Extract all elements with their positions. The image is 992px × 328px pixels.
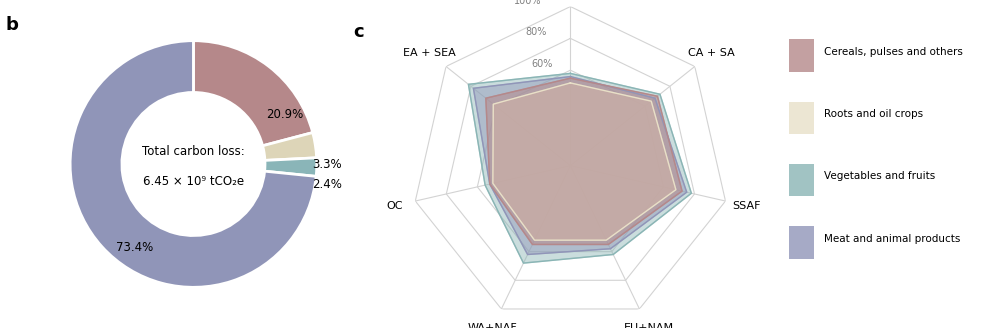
Text: Total carbon loss:: Total carbon loss: — [142, 145, 245, 158]
Polygon shape — [473, 76, 686, 255]
Text: Meat and animal products: Meat and animal products — [824, 234, 960, 244]
Text: c: c — [353, 23, 364, 41]
Text: 80%: 80% — [526, 27, 547, 37]
Text: 100%: 100% — [514, 0, 542, 6]
Text: 20.9%: 20.9% — [266, 108, 304, 121]
Wedge shape — [193, 41, 312, 146]
Bar — [789, 102, 814, 134]
Polygon shape — [493, 83, 676, 240]
Wedge shape — [263, 133, 316, 160]
Polygon shape — [468, 73, 691, 263]
Bar — [789, 226, 814, 259]
Text: 73.4%: 73.4% — [116, 241, 153, 254]
Text: 3.3%: 3.3% — [311, 157, 341, 171]
Wedge shape — [265, 158, 316, 176]
Bar — [789, 164, 814, 196]
Text: Roots and oil crops: Roots and oil crops — [824, 109, 924, 119]
Bar — [789, 39, 814, 72]
Text: Cereals, pulses and others: Cereals, pulses and others — [824, 47, 963, 57]
Text: 60%: 60% — [532, 59, 553, 69]
Wedge shape — [70, 41, 316, 287]
Text: b: b — [6, 16, 19, 34]
Polygon shape — [486, 78, 682, 244]
Text: Vegetables and fruits: Vegetables and fruits — [824, 172, 935, 181]
Text: 6.45 × 10⁹ tCO₂e: 6.45 × 10⁹ tCO₂e — [143, 175, 244, 188]
Text: 2.4%: 2.4% — [311, 178, 341, 192]
